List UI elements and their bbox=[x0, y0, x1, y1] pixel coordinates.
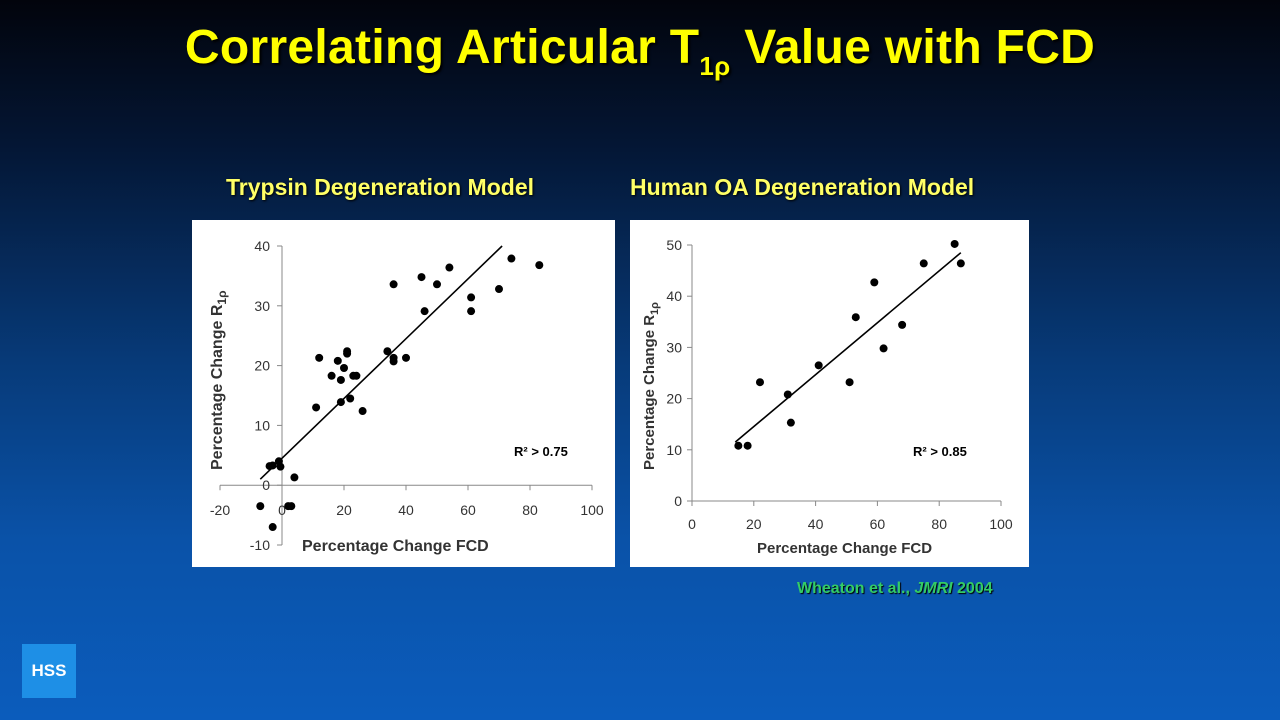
human-oa-x-tick-label: 20 bbox=[746, 516, 762, 532]
trypsin-data-point bbox=[346, 394, 355, 403]
citation: Wheaton et al., JMRI 2004 bbox=[797, 580, 993, 598]
trypsin-x-tick-label: -20 bbox=[210, 502, 230, 518]
trypsin-data-point bbox=[352, 371, 361, 380]
trypsin-data-point bbox=[256, 502, 265, 511]
trypsin-data-point bbox=[327, 371, 336, 380]
trypsin-x-tick-label: 40 bbox=[398, 502, 414, 518]
citation-authors: Wheaton et al., bbox=[797, 580, 915, 597]
trypsin-data-point bbox=[340, 363, 348, 372]
trypsin-y-tick-label: -10 bbox=[250, 537, 270, 553]
trypsin-data-point bbox=[389, 357, 398, 366]
human-oa-data-point bbox=[851, 313, 860, 322]
human-oa-x-tick-label: 60 bbox=[870, 516, 886, 532]
human-oa-y-tick-label: 20 bbox=[666, 391, 682, 407]
trypsin-data-point bbox=[445, 263, 454, 272]
human-oa-data-point bbox=[919, 259, 928, 268]
human-oa-data-point bbox=[743, 441, 752, 450]
human-oa-y-axis-label-sub: 1ρ bbox=[649, 302, 661, 315]
human-oa-chart-box: 0 20 40 60 80 100 0 10 20 30 40 50 R² > 0.85 Percen… bbox=[630, 220, 1029, 567]
trypsin-scatter-chart: -20 0 20 40 60 80 100 -10 0 10 20 30 40 R² > 0.75 Pe… bbox=[209, 238, 604, 555]
slide-title-main: Correlating Articular T bbox=[184, 21, 700, 74]
human-oa-data-point bbox=[879, 344, 888, 353]
trypsin-x-tick-label: 60 bbox=[460, 502, 476, 518]
human-oa-data-point bbox=[734, 441, 743, 450]
human-oa-trend-line bbox=[734, 252, 962, 443]
trypsin-y-tick-label: 30 bbox=[254, 298, 270, 314]
trypsin-data-point bbox=[417, 273, 426, 282]
human-oa-y-axis-label-main: Percentage Change R bbox=[641, 315, 658, 470]
trypsin-data-point bbox=[467, 307, 476, 316]
trypsin-x-tick-label: 80 bbox=[522, 502, 538, 518]
trypsin-y-tick-label: 20 bbox=[254, 358, 270, 374]
trypsin-data-point bbox=[333, 356, 342, 365]
human-oa-y-tick-label: 0 bbox=[674, 493, 682, 509]
trypsin-data-point bbox=[507, 254, 516, 263]
human-oa-data-point bbox=[786, 418, 795, 427]
slide-title-end: Value with FCD bbox=[730, 21, 1096, 74]
trypsin-data-point bbox=[312, 403, 321, 412]
trypsin-data-point bbox=[287, 502, 296, 511]
trypsin-data-point bbox=[276, 462, 285, 471]
trypsin-y-tick-label: 10 bbox=[254, 417, 270, 433]
trypsin-y-axis-label-sub: 1ρ bbox=[215, 291, 229, 305]
trypsin-x-tick-label: 100 bbox=[580, 502, 604, 518]
citation-journal: JMRI bbox=[914, 580, 953, 597]
human-oa-data-point bbox=[845, 378, 854, 387]
trypsin-y-tick-label: 0 bbox=[262, 477, 270, 493]
citation-year: 2004 bbox=[952, 580, 993, 597]
human-oa-x-tick-label: 0 bbox=[688, 516, 696, 532]
slide-title: Correlating Articular T1ρ Value with FCD bbox=[0, 20, 1280, 82]
trypsin-panel-title: Trypsin Degeneration Model bbox=[226, 174, 534, 200]
trypsin-data-point bbox=[433, 280, 441, 289]
human-oa-x-tick-label: 100 bbox=[989, 516, 1013, 532]
human-oa-scatter-chart: 0 20 40 60 80 100 0 10 20 30 40 50 R² > 0.85 Percen… bbox=[641, 237, 1013, 557]
trypsin-data-point bbox=[358, 407, 367, 416]
human-oa-x-axis-label: Percentage Change FCD bbox=[757, 540, 932, 557]
trypsin-data-point bbox=[420, 307, 429, 316]
trypsin-data-point bbox=[467, 293, 476, 302]
trypsin-data-point bbox=[383, 347, 392, 356]
human-oa-data-point bbox=[814, 361, 823, 370]
trypsin-x-tick-label: 20 bbox=[336, 502, 352, 518]
human-oa-r2-annotation: R² > 0.85 bbox=[913, 444, 967, 459]
human-oa-y-tick-label: 10 bbox=[666, 442, 682, 458]
human-oa-y-tick-label: 40 bbox=[666, 288, 682, 304]
trypsin-y-tick-label: 40 bbox=[254, 238, 270, 254]
trypsin-data-point bbox=[495, 285, 503, 294]
trypsin-y-axis-label: Percentage Change R1ρ bbox=[209, 291, 229, 471]
human-oa-data-point bbox=[755, 378, 764, 387]
human-oa-y-tick-label: 50 bbox=[666, 237, 682, 253]
trypsin-data-point bbox=[268, 523, 277, 532]
human-oa-y-axis-label: Percentage Change R1ρ bbox=[641, 302, 661, 470]
trypsin-data-point bbox=[343, 349, 352, 358]
trypsin-data-point bbox=[315, 353, 324, 362]
trypsin-x-axis-label: Percentage Change FCD bbox=[302, 538, 489, 555]
trypsin-chart-box: -20 0 20 40 60 80 100 -10 0 10 20 30 40 R² > 0.75 Pe… bbox=[192, 220, 615, 567]
trypsin-data-point bbox=[290, 473, 299, 482]
human-oa-x-tick-label: 40 bbox=[808, 516, 824, 532]
human-oa-data-point bbox=[956, 259, 965, 268]
trypsin-x-tick-label: 0 bbox=[278, 502, 286, 518]
human-oa-x-tick-label: 80 bbox=[931, 516, 947, 532]
trypsin-trend-line bbox=[259, 245, 503, 480]
human-oa-data-point bbox=[898, 320, 907, 329]
human-oa-data-point bbox=[870, 278, 879, 287]
trypsin-y-axis-label-main: Percentage Change R bbox=[209, 304, 226, 470]
trypsin-data-point bbox=[389, 280, 398, 289]
trypsin-data-point bbox=[535, 261, 544, 270]
trypsin-data-point bbox=[402, 353, 410, 362]
trypsin-r2-annotation: R² > 0.75 bbox=[514, 444, 568, 459]
hss-logo: HSS bbox=[22, 644, 76, 698]
human-oa-panel-title: Human OA Degeneration Model bbox=[630, 174, 975, 200]
trypsin-data-point bbox=[265, 462, 274, 471]
human-oa-data-point bbox=[950, 239, 959, 248]
trypsin-data-point bbox=[336, 375, 345, 384]
slide-title-subscript: 1ρ bbox=[699, 51, 731, 81]
human-oa-y-tick-label: 30 bbox=[666, 339, 682, 355]
